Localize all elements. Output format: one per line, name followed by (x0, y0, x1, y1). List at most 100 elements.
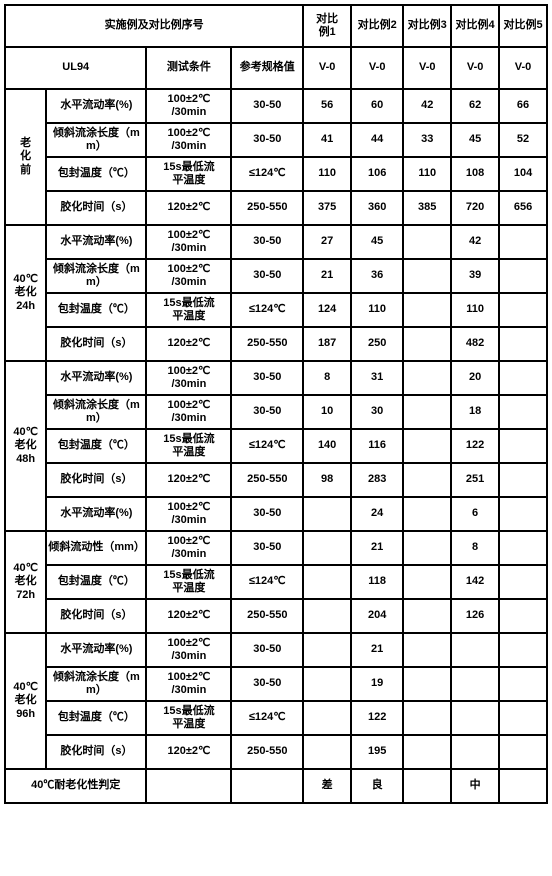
ref-value: 250-550 (231, 191, 303, 225)
data-cell: 98 (303, 463, 351, 497)
data-cell (451, 633, 499, 667)
data-cell: 33 (403, 123, 451, 157)
header-ref-spec: 参考规格值 (231, 47, 303, 89)
data-cell: 66 (499, 89, 547, 123)
ref-value: ≤124℃ (231, 565, 303, 599)
data-cell (403, 531, 451, 565)
ref-value: ≤124℃ (231, 157, 303, 191)
data-cell: 385 (403, 191, 451, 225)
param-name: 胶化时间（s） (46, 191, 146, 225)
data-cell: 39 (451, 259, 499, 293)
data-cell: 124 (303, 293, 351, 327)
data-cell (499, 259, 547, 293)
footer-value: 中 (451, 769, 499, 803)
data-cell: 118 (351, 565, 403, 599)
data-cell: 27 (303, 225, 351, 259)
data-cell (403, 327, 451, 361)
data-cell (499, 497, 547, 531)
ref-value: 30-50 (231, 497, 303, 531)
data-cell: 204 (351, 599, 403, 633)
test-condition: 15s最低流平温度 (146, 157, 231, 191)
footer-label: 40℃耐老化性判定 (5, 769, 146, 803)
data-cell (499, 429, 547, 463)
col-compare-5: 对比例5 (499, 5, 547, 47)
test-condition: 120±2℃ (146, 735, 231, 769)
data-cell (303, 701, 351, 735)
group-label: 40℃老化24h (5, 225, 46, 361)
data-cell: 482 (451, 327, 499, 361)
ref-value: 250-550 (231, 599, 303, 633)
data-cell: 110 (303, 157, 351, 191)
test-condition: 120±2℃ (146, 599, 231, 633)
data-cell: 42 (403, 89, 451, 123)
test-condition: 15s最低流平温度 (146, 429, 231, 463)
data-cell: 42 (451, 225, 499, 259)
param-name: 水平流动率(%) (46, 361, 146, 395)
ref-value: ≤124℃ (231, 293, 303, 327)
footer-value (403, 769, 451, 803)
ref-value: 30-50 (231, 667, 303, 701)
param-name: 包封温度（℃） (46, 429, 146, 463)
footer-value (499, 769, 547, 803)
data-cell: 45 (451, 123, 499, 157)
ref-value: 30-50 (231, 361, 303, 395)
test-condition: 100±2℃/30min (146, 395, 231, 429)
param-name: 水平流动率(%) (46, 225, 146, 259)
data-cell: 110 (351, 293, 403, 327)
test-condition: 120±2℃ (146, 463, 231, 497)
data-cell: 20 (451, 361, 499, 395)
data-cell (303, 633, 351, 667)
data-cell (303, 497, 351, 531)
data-cell (451, 667, 499, 701)
test-condition: 100±2℃/30min (146, 225, 231, 259)
ref-value: 30-50 (231, 531, 303, 565)
data-cell (499, 361, 547, 395)
data-cell (499, 395, 547, 429)
param-name: 胶化时间（s） (46, 735, 146, 769)
data-cell (403, 395, 451, 429)
data-cell: 656 (499, 191, 547, 225)
data-cell (499, 531, 547, 565)
ref-value: 250-550 (231, 735, 303, 769)
data-cell (403, 259, 451, 293)
ref-value: 30-50 (231, 123, 303, 157)
data-cell (499, 633, 547, 667)
data-cell: 122 (351, 701, 403, 735)
col-compare-3: 对比例3 (403, 5, 451, 47)
data-cell: 45 (351, 225, 403, 259)
ref-value: 30-50 (231, 225, 303, 259)
group-label: 40℃老化96h (5, 633, 46, 769)
data-cell (403, 429, 451, 463)
data-cell (451, 701, 499, 735)
data-cell: 283 (351, 463, 403, 497)
data-cell (403, 463, 451, 497)
data-cell: 60 (351, 89, 403, 123)
data-cell (303, 565, 351, 599)
data-cell: 108 (451, 157, 499, 191)
data-cell (499, 735, 547, 769)
header-test-cond: 测试条件 (146, 47, 231, 89)
data-cell: 110 (451, 293, 499, 327)
test-condition: 100±2℃/30min (146, 123, 231, 157)
test-condition: 100±2℃/30min (146, 497, 231, 531)
col-compare-2: 对比例2 (351, 5, 403, 47)
group-label: 40℃老化72h (5, 531, 46, 633)
data-cell: 10 (303, 395, 351, 429)
data-cell: 104 (499, 157, 547, 191)
param-name: 胶化时间（s） (46, 463, 146, 497)
header-ul94: UL94 (5, 47, 146, 89)
data-cell: 110 (403, 157, 451, 191)
data-cell: 36 (351, 259, 403, 293)
param-name: 倾斜流涂长度（mm） (46, 259, 146, 293)
data-cell (451, 735, 499, 769)
data-cell: 8 (451, 531, 499, 565)
footer-empty (231, 769, 303, 803)
data-cell: 31 (351, 361, 403, 395)
test-condition: 100±2℃/30min (146, 667, 231, 701)
data-cell: 21 (351, 633, 403, 667)
data-cell (403, 633, 451, 667)
test-condition: 100±2℃/30min (146, 361, 231, 395)
data-cell (303, 735, 351, 769)
data-cell (499, 599, 547, 633)
data-cell (403, 361, 451, 395)
